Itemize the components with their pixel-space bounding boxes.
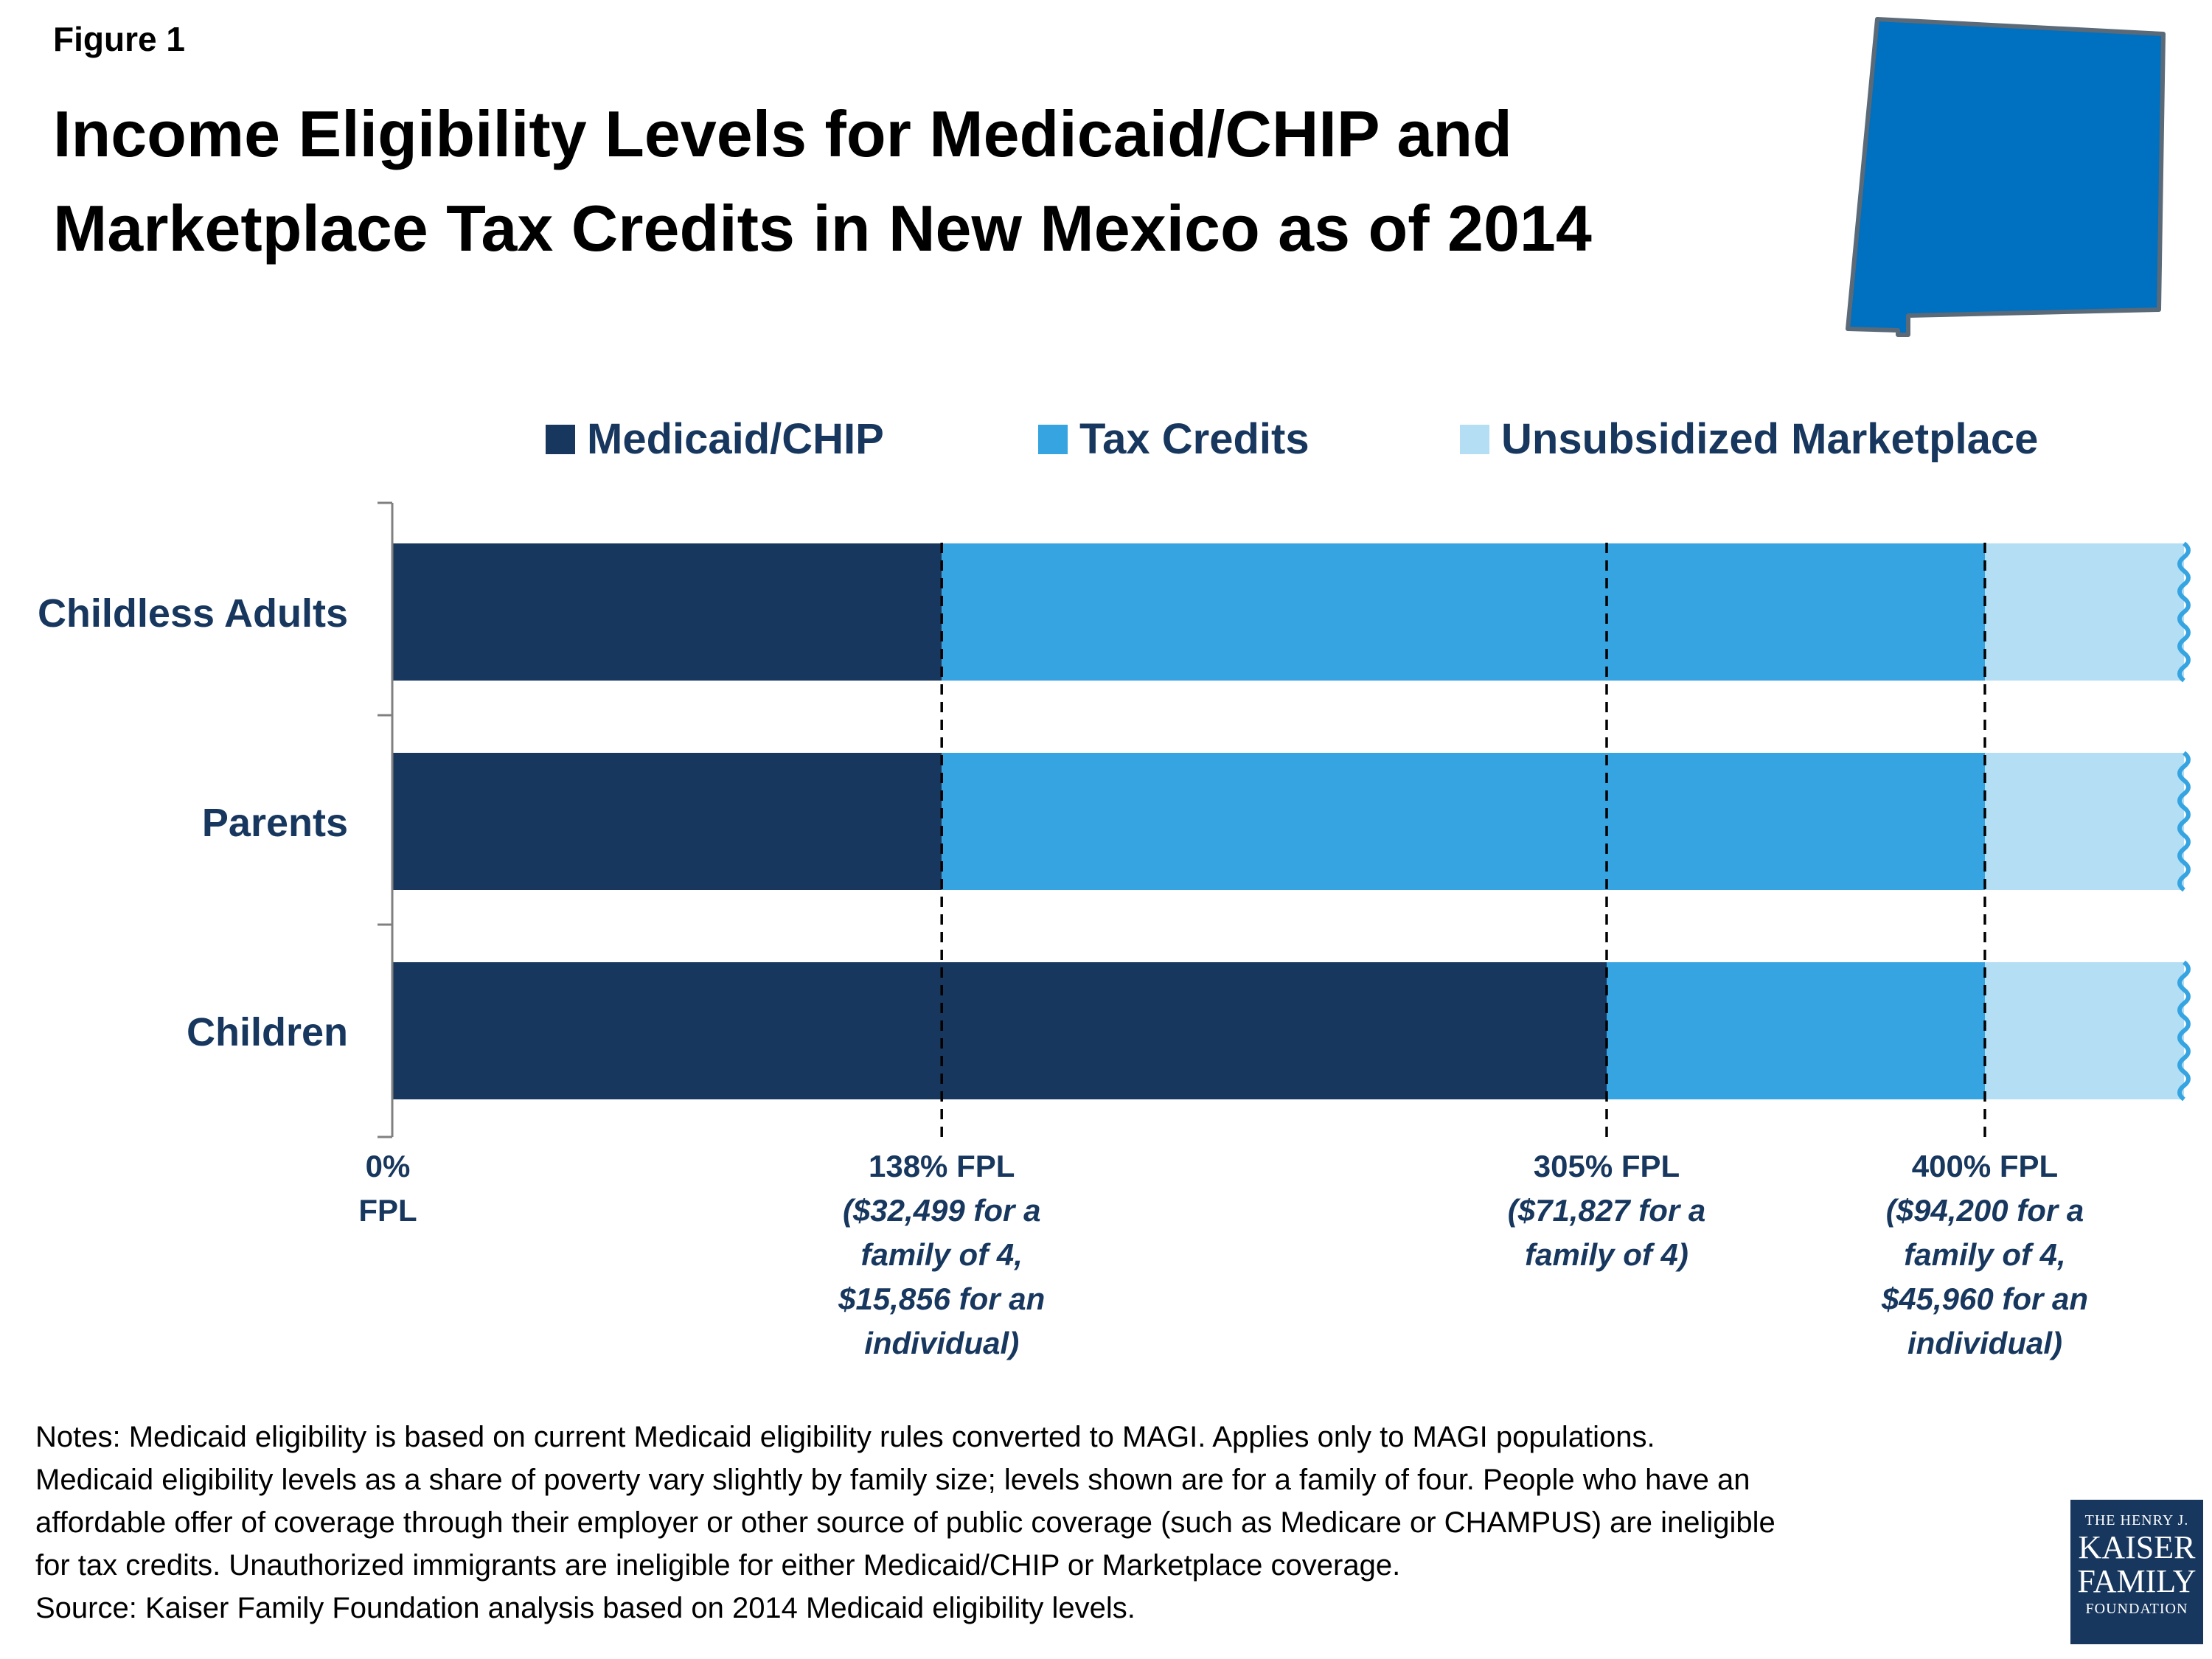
bar-2-1 — [1607, 962, 1985, 1099]
plot-markers — [940, 543, 1986, 1141]
logo-line-1: THE HENRY J. — [2084, 1512, 2189, 1528]
bar-2-2 — [1985, 962, 2184, 1099]
notes-line-2: Medicaid eligibility levels as a share o… — [35, 1464, 1750, 1496]
legend-label-unsubsidized: Unsubsidized Marketplace — [1501, 415, 2039, 463]
bar-break-1 — [2177, 751, 2191, 892]
new-mexico-state-icon — [1846, 17, 2166, 337]
chart-title-line-2: Marketplace Tax Credits in New Mexico as… — [53, 192, 1592, 265]
bar-0-2 — [1985, 543, 2184, 681]
kff-logo: THE HENRY J. KAISER FAMILY FOUNDATION — [2070, 1500, 2203, 1644]
legend-item-medicaid: Medicaid/CHIP — [546, 414, 884, 464]
notes-line-4: for tax credits. Unauthorized immigrants… — [35, 1549, 1401, 1582]
marker-note-3-2: $45,960 for an — [1881, 1281, 2088, 1316]
plot-axis — [378, 501, 394, 1138]
legend-item-tax-credits: Tax Credits — [1038, 414, 1310, 464]
marker-label-1-0: 138% FPL — [869, 1149, 1015, 1183]
legend-item-unsubsidized: Unsubsidized Marketplace — [1460, 414, 2038, 464]
logo-line-4: FOUNDATION — [2085, 1601, 2188, 1617]
marker-note-3-1: family of 4, — [1904, 1237, 2065, 1272]
plot-labels: Childless Adults Parents Children 0% FPL 138%… — [38, 591, 2088, 1360]
marker-note-1-3: individual) — [864, 1326, 1019, 1360]
category-label-2: Children — [187, 1010, 348, 1054]
bar-1-0 — [392, 753, 942, 890]
marker-note-2-1: family of 4) — [1525, 1237, 1688, 1272]
marker-note-2-0: ($71,827 for a — [1508, 1193, 1706, 1228]
logo-line-2: KAISER — [2078, 1529, 2196, 1565]
marker-label-0-0: 0% — [366, 1149, 411, 1183]
bar-break-2 — [2177, 960, 2191, 1102]
category-label-1: Parents — [202, 801, 348, 845]
source-line: Source: Kaiser Family Foundation analysi… — [35, 1592, 1135, 1624]
legend-label-tax-credits: Tax Credits — [1079, 415, 1310, 463]
chart-title: Income Eligibility Levels for Medicaid/C… — [53, 87, 1823, 276]
marker-note-3-3: individual) — [1907, 1326, 2062, 1360]
notes-line-1: Notes: Medicaid eligibility is based on … — [35, 1421, 1655, 1453]
marker-label-3-0: 400% FPL — [1912, 1149, 2058, 1183]
marker-note-1-2: $15,856 for an — [838, 1281, 1045, 1316]
chart-notes: Notes: Medicaid eligibility is based on … — [35, 1416, 2056, 1630]
marker-note-1-1: family of 4, — [860, 1237, 1022, 1272]
marker-label-0-1: FPL — [358, 1193, 417, 1228]
legend-swatch-medicaid — [546, 424, 575, 454]
legend-swatch-tax-credits — [1038, 424, 1068, 454]
bar-break-0 — [2177, 541, 2191, 683]
logo-line-3: FAMILY — [2077, 1563, 2197, 1599]
notes-line-3: affordable offer of coverage through the… — [35, 1506, 1775, 1539]
bar-2-0 — [392, 962, 1607, 1099]
category-label-0: Childless Adults — [38, 591, 348, 636]
bar-0-1 — [942, 543, 1985, 681]
legend-label-medicaid: Medicaid/CHIP — [587, 415, 884, 463]
bar-1-2 — [1985, 753, 2184, 890]
marker-label-2-0: 305% FPL — [1534, 1149, 1680, 1183]
legend-swatch-unsubsidized — [1460, 424, 1489, 454]
bar-0-0 — [392, 543, 942, 681]
bar-1-1 — [942, 753, 1985, 890]
chart-title-line-1: Income Eligibility Levels for Medicaid/C… — [53, 97, 1512, 170]
figure-label: Figure 1 — [53, 20, 185, 58]
plot-bars — [392, 541, 2191, 1102]
marker-note-1-0: ($32,499 for a — [843, 1193, 1041, 1228]
marker-note-3-0: ($94,200 for a — [1886, 1193, 2084, 1228]
